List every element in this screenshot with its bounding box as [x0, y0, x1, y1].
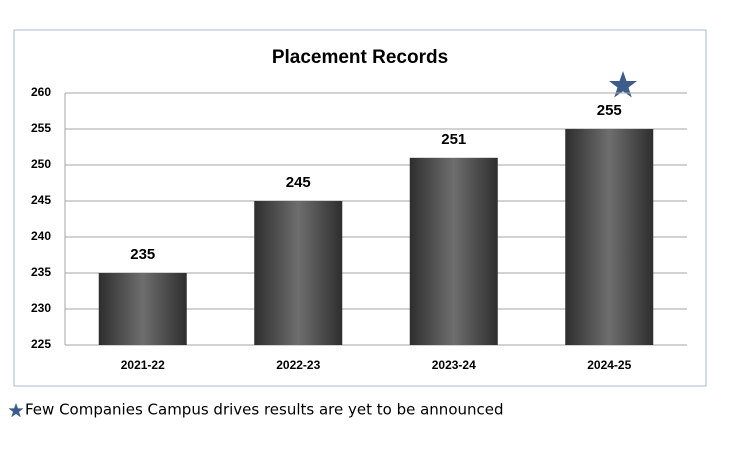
bar [409, 157, 498, 345]
y-tick-label: 250 [31, 157, 51, 171]
x-tick-label: 2022-23 [276, 358, 320, 372]
value-label: 255 [597, 102, 622, 119]
x-tick-label: 2024-25 [587, 358, 631, 372]
bar [565, 129, 654, 345]
y-tick-label: 225 [31, 337, 51, 351]
x-tick-label: 2023-24 [432, 358, 476, 372]
value-label: 251 [441, 131, 466, 148]
footnote: Few Companies Campus drives results are … [25, 401, 504, 419]
y-tick-label: 260 [31, 85, 51, 99]
value-label: 235 [130, 246, 155, 263]
y-tick-label: 245 [31, 193, 51, 207]
y-tick-label: 230 [31, 301, 51, 315]
star-marker [609, 71, 637, 98]
y-tick-label: 255 [31, 121, 51, 135]
value-label: 245 [286, 174, 311, 191]
x-tick-label: 2021-22 [121, 358, 165, 372]
chart-title: Placement Records [272, 47, 448, 68]
star-icon [8, 403, 24, 418]
bar [254, 201, 343, 345]
y-tick-label: 235 [31, 265, 51, 279]
y-tick-label: 240 [31, 229, 51, 243]
bar [98, 273, 187, 345]
